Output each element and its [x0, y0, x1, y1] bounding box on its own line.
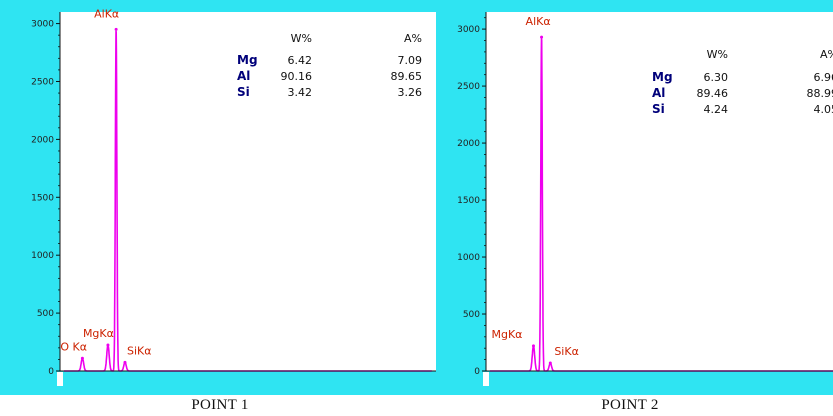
y-tick-label: 500	[463, 310, 480, 320]
table-value-wt: 89.46	[697, 87, 729, 100]
plot-area	[60, 12, 436, 371]
table-value-wt: 6.42	[288, 54, 313, 67]
y-tick-label: 1000	[457, 253, 480, 263]
table-value-wt: 3.42	[288, 86, 313, 99]
spectrum-svg: 0 500 1000 1500 2000 2500 3000 MgKα AlKα SiKα W% A%…	[438, 0, 833, 395]
peak-marker	[114, 27, 118, 31]
table-value-wt: 90.16	[281, 70, 313, 83]
y-tick-label: 0	[48, 367, 54, 377]
x-axis-stub	[483, 372, 489, 386]
peak-label: MgKα	[491, 328, 522, 341]
peak-marker	[540, 35, 544, 39]
table-element: Si	[652, 102, 665, 116]
y-tick-label: 2000	[31, 135, 54, 145]
table-value-at: 7.09	[398, 54, 423, 67]
table-value-wt: 4.24	[704, 103, 729, 116]
y-tick-label: 500	[37, 309, 54, 319]
y-tick-label: 1500	[31, 193, 54, 203]
table-element: Al	[652, 86, 665, 100]
peak-marker	[531, 344, 535, 348]
table-value-at: 4.05	[814, 103, 833, 116]
spectrum-chart-point-1: 0 500 1000 1500 2000 2500 3000 O Kα MgKα AlKα SiKα…	[0, 0, 438, 395]
table-header-at: A%	[404, 32, 422, 45]
y-tick-label: 2500	[457, 82, 480, 92]
peak-marker	[80, 356, 84, 360]
table-value-at: 89.65	[391, 70, 423, 83]
peak-marker	[548, 361, 552, 365]
table-element: Mg	[237, 53, 258, 67]
table-value-wt: 6.30	[704, 71, 729, 84]
peak-label: O Kα	[60, 340, 87, 353]
table-element: Mg	[652, 70, 673, 84]
y-tick-label: 3000	[457, 25, 480, 35]
table-header-wt: W%	[291, 32, 312, 45]
peak-label: SiKα	[127, 344, 152, 357]
x-axis-stub	[57, 372, 63, 386]
table-element: Al	[237, 69, 250, 83]
y-tick-label: 1500	[457, 196, 480, 206]
chart-caption: POINT 2	[601, 397, 659, 413]
table-value-at: 88.99	[807, 87, 833, 100]
y-tick-label: 0	[474, 367, 480, 377]
table-value-at: 3.26	[398, 86, 423, 99]
y-tick-label: 2500	[31, 77, 54, 87]
peak-label: AlKα	[526, 15, 551, 28]
y-tick-label: 3000	[31, 20, 54, 30]
peak-marker	[106, 343, 110, 347]
peak-marker	[123, 360, 127, 364]
table-element: Si	[237, 85, 250, 99]
table-header-at: A%	[820, 48, 833, 61]
peak-label: MgKα	[83, 327, 114, 340]
peak-label: SiKα	[554, 345, 579, 358]
chart-caption: POINT 1	[191, 397, 249, 413]
table-value-at: 6.96	[814, 71, 833, 84]
peak-label: AlKα	[94, 7, 119, 20]
plot-area	[486, 12, 833, 371]
spectrum-chart-point-2: 0 500 1000 1500 2000 2500 3000 MgKα AlKα SiKα W% A%…	[438, 0, 833, 395]
y-tick-label: 2000	[457, 139, 480, 149]
table-header-wt: W%	[707, 48, 728, 61]
y-tick-label: 1000	[31, 251, 54, 261]
